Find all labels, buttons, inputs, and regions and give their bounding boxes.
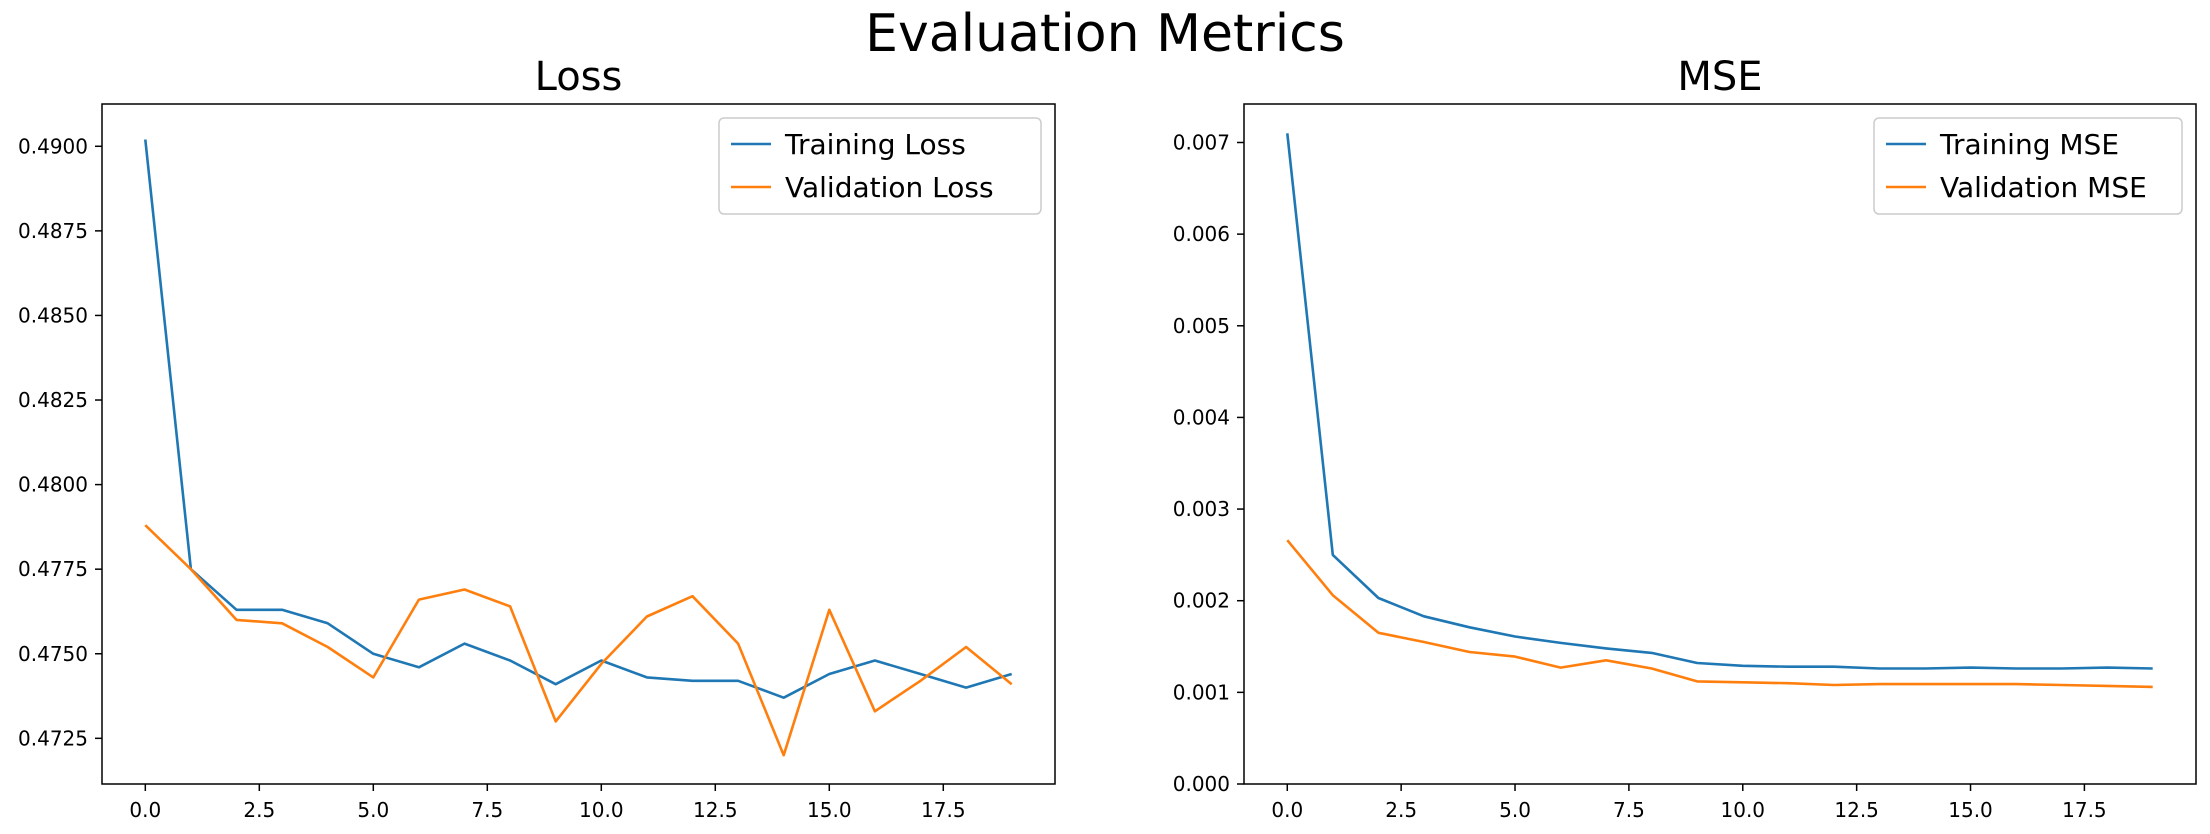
y-tick-label: 0.005 xyxy=(1173,314,1230,338)
series-line-validation xyxy=(1286,539,2153,689)
y-tick-label: 0.4800 xyxy=(18,473,88,497)
x-tick-label: 7.5 xyxy=(1613,798,1645,822)
chart-loss: Loss 0.0 2.5 5.0 7.5 10.0 12.5 15.0 17.5 0.4725 0.… xyxy=(18,54,1056,822)
x-tick-label: 12.5 xyxy=(1834,798,1879,822)
chart-title: Loss xyxy=(535,54,623,100)
y-tick-label: 0.003 xyxy=(1173,497,1230,521)
y-tick-label: 0.000 xyxy=(1173,772,1230,796)
figure-title: Evaluation Metrics xyxy=(865,4,1345,64)
y-tick-label: 0.4850 xyxy=(18,303,88,327)
series-line-validation xyxy=(144,524,1013,757)
legend-label: Training Loss xyxy=(784,128,966,161)
x-tick-label: 17.5 xyxy=(2062,798,2107,822)
y-tick-label: 0.4725 xyxy=(18,726,88,750)
y-tick-label: 0.4775 xyxy=(18,557,88,581)
y-tick-label: 0.4825 xyxy=(18,388,88,412)
y-tick-label: 0.4875 xyxy=(18,219,88,243)
x-tick-label: 7.5 xyxy=(471,798,503,822)
x-tick-label: 10.0 xyxy=(1721,798,1766,822)
y-tick-label: 0.4900 xyxy=(18,134,88,158)
y-tick-label: 0.006 xyxy=(1173,222,1230,246)
y-tick-label: 0.004 xyxy=(1173,405,1230,429)
y-tick-label: 0.4750 xyxy=(18,642,88,666)
x-tick-label: 10.0 xyxy=(579,798,624,822)
chart-mse: MSE 0.0 2.5 5.0 7.5 10.0 12.5 15.0 17.5 0.000 0.00… xyxy=(1173,54,2197,822)
x-tick-label: 0.0 xyxy=(129,798,161,822)
y-tick-label: 0.002 xyxy=(1173,589,1230,613)
legend-label: Validation MSE xyxy=(1940,171,2147,204)
x-tick-label: 2.5 xyxy=(243,798,275,822)
legend-label: Validation Loss xyxy=(785,171,994,204)
y-tick-label: 0.007 xyxy=(1173,130,1230,154)
series-line-training xyxy=(1286,133,2153,670)
y-tick-label: 0.001 xyxy=(1173,680,1230,704)
series-line-training xyxy=(144,139,1013,700)
x-tick-label: 5.0 xyxy=(1499,798,1531,822)
plot-area xyxy=(1243,103,2197,785)
x-tick-label: 15.0 xyxy=(807,798,852,822)
plot-area xyxy=(101,103,1056,785)
x-tick-label: 15.0 xyxy=(1948,798,1993,822)
x-tick-label: 12.5 xyxy=(693,798,738,822)
chart-title: MSE xyxy=(1677,54,1762,100)
x-tick-label: 5.0 xyxy=(357,798,389,822)
x-tick-label: 0.0 xyxy=(1271,798,1303,822)
legend-label: Training MSE xyxy=(1939,128,2119,161)
x-tick-label: 17.5 xyxy=(921,798,966,822)
legend-box xyxy=(1873,117,2183,215)
legend-box xyxy=(718,117,1042,215)
x-tick-label: 2.5 xyxy=(1385,798,1417,822)
